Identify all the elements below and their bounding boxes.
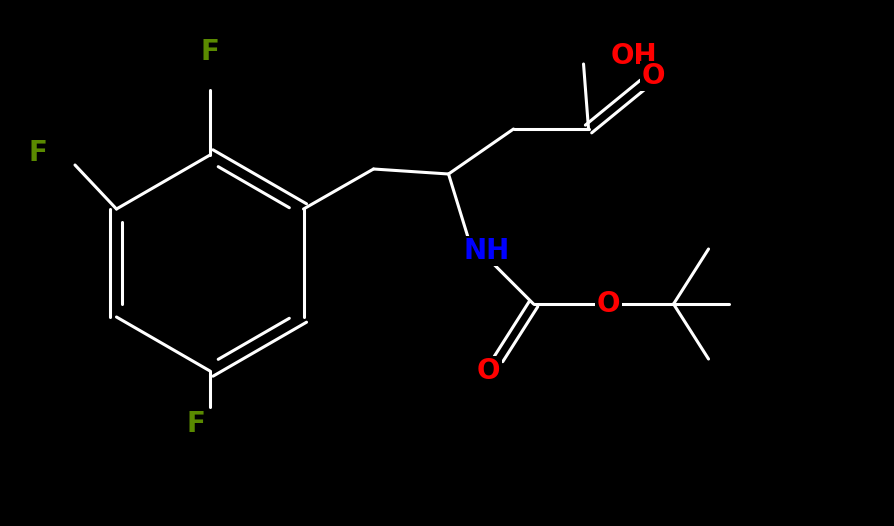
- Text: F: F: [29, 139, 47, 167]
- Text: O: O: [596, 290, 620, 318]
- Text: O: O: [641, 62, 664, 90]
- Text: F: F: [186, 410, 206, 438]
- Text: F: F: [200, 38, 219, 66]
- Text: O: O: [477, 357, 500, 385]
- Text: OH: OH: [610, 42, 656, 70]
- Text: NH: NH: [463, 237, 509, 265]
